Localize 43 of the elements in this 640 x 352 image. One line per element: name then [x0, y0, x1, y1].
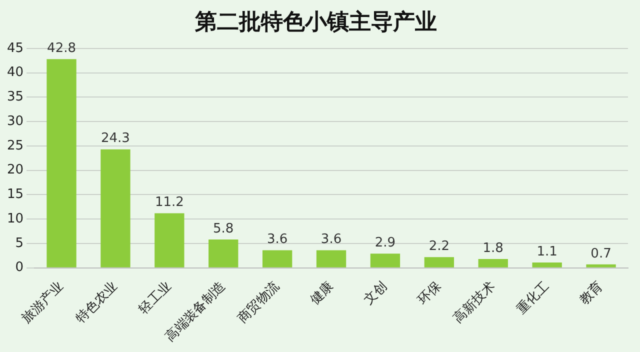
x-tick-label: 教育	[576, 278, 606, 308]
y-tick-label: 10	[6, 211, 24, 226]
x-tick-label: 环保	[415, 278, 444, 308]
y-tick-label: 30	[6, 114, 24, 129]
data-label: 24.3	[100, 131, 130, 146]
data-label: 11.2	[154, 195, 184, 210]
data-label: 5.8	[213, 221, 234, 236]
bar	[532, 262, 562, 268]
y-tick-label: 40	[6, 65, 24, 80]
data-label: 1.1	[536, 244, 558, 260]
y-tick-label: 25	[6, 138, 24, 154]
x-tick-label: 轻工业	[136, 278, 175, 318]
bar	[586, 264, 616, 268]
data-label: 42.8	[47, 41, 76, 56]
data-label: 1.8	[482, 240, 504, 256]
x-tick-label: 商贸物流	[234, 278, 283, 326]
y-tick-label: 20	[6, 162, 24, 178]
x-tick-label: 高新技术	[450, 278, 498, 326]
data-label: 0.7	[590, 246, 612, 262]
bar	[262, 250, 292, 268]
y-tick-label: 45	[6, 40, 24, 56]
x-tick-label: 文创	[361, 278, 390, 308]
data-label: 2.2	[428, 238, 450, 254]
y-tick-label: 0	[15, 260, 24, 276]
bar	[46, 59, 76, 268]
bar	[370, 254, 400, 268]
bar	[424, 257, 454, 268]
x-tick-label: 旅游产业	[19, 278, 67, 326]
bar	[478, 259, 508, 268]
data-label: 3.6	[320, 232, 342, 248]
data-label: 2.9	[374, 236, 396, 251]
x-tick-label: 特色农业	[73, 278, 121, 326]
y-tick-label: 5	[15, 236, 24, 251]
y-tick-label: 15	[6, 187, 24, 202]
chart-title: 第二批特色小镇主导产业	[194, 8, 437, 35]
bar	[100, 149, 130, 268]
bar	[208, 240, 238, 268]
y-tick-label: 35	[6, 90, 24, 105]
bar	[154, 213, 184, 268]
x-tick-label: 重化工	[514, 278, 552, 318]
x-tick-label: 健康	[307, 278, 336, 308]
data-label: 3.6	[266, 232, 288, 248]
bar	[316, 250, 346, 268]
